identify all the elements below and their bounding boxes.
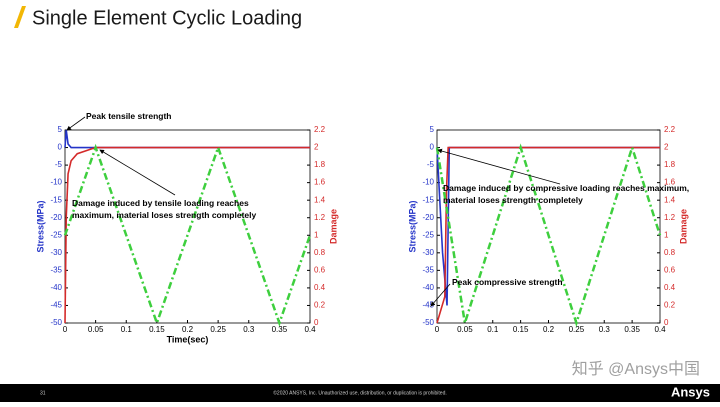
y-tick-label: -45 <box>50 301 62 310</box>
y2-tick-label: 2 <box>314 143 319 152</box>
y2-axis-label: Damage <box>328 209 338 244</box>
y-tick-label: -20 <box>422 213 434 222</box>
annotation: Peak tensile strength <box>86 111 172 121</box>
y-tick-label: 5 <box>58 125 63 134</box>
y2-tick-label: 1.8 <box>314 160 326 169</box>
y2-axis-label: Damage <box>678 209 688 244</box>
y2-tick-label: 0 <box>314 318 319 327</box>
y-tick-label: -25 <box>50 230 62 239</box>
y2-tick-label: 1 <box>314 230 319 239</box>
y-tick-label: -50 <box>50 318 62 327</box>
y-tick-label: -5 <box>427 160 435 169</box>
y-tick-label: -5 <box>55 160 63 169</box>
y2-tick-label: 1.4 <box>314 195 326 204</box>
x-tick-label: 0.05 <box>88 325 104 334</box>
x-tick-label: 0 <box>435 325 440 334</box>
y2-tick-label: 1 <box>664 230 669 239</box>
x-tick-label: 0.25 <box>569 325 585 334</box>
x-tick-label: 0.2 <box>543 325 555 334</box>
y2-tick-label: 1.6 <box>314 178 326 187</box>
x-tick-label: 0.35 <box>272 325 288 334</box>
annotation: Peak compressive strength <box>452 277 563 287</box>
x-tick-label: 0.05 <box>457 325 473 334</box>
x-tick-label: 0.2 <box>182 325 194 334</box>
y2-tick-label: 0.6 <box>314 265 326 274</box>
y2-tick-label: 0.8 <box>314 248 326 257</box>
x-tick-label: 0 <box>63 325 68 334</box>
footer-bar <box>0 384 720 402</box>
x-tick-label: 0.1 <box>121 325 133 334</box>
x-tick-label: 0.35 <box>624 325 640 334</box>
y-tick-label: -25 <box>422 230 434 239</box>
y-tick-label: -40 <box>50 283 62 292</box>
x-axis-label: Time(sec) <box>167 334 209 344</box>
y2-tick-label: 1.2 <box>314 213 326 222</box>
y-axis-label: Stress(MPa) <box>35 200 45 252</box>
y-tick-label: -50 <box>422 318 434 327</box>
y-tick-label: -20 <box>50 213 62 222</box>
y2-tick-label: 0.2 <box>314 301 326 310</box>
y-axis-label: Stress(MPa) <box>407 200 417 252</box>
y-tick-label: -35 <box>50 265 62 274</box>
annotation-arrow <box>437 148 561 185</box>
y2-tick-label: 0 <box>664 318 669 327</box>
x-tick-label: 0.3 <box>599 325 611 334</box>
y2-tick-label: 0.2 <box>664 301 676 310</box>
logo: Ansys <box>671 384 710 399</box>
y2-tick-label: 2.2 <box>314 125 326 134</box>
y-tick-label: -30 <box>50 248 62 257</box>
x-tick-label: 0.4 <box>654 325 666 334</box>
y-tick-label: -40 <box>422 283 434 292</box>
y2-tick-label: 1.8 <box>664 160 676 169</box>
annotation-box: Damage induced by compressive loading re… <box>443 183 690 205</box>
series-line <box>435 143 662 328</box>
y2-tick-label: 0.4 <box>314 283 326 292</box>
y2-tick-label: 2.2 <box>664 125 676 134</box>
y2-tick-label: 2 <box>664 143 669 152</box>
y2-tick-label: 1.6 <box>664 178 676 187</box>
x-tick-label: 0.25 <box>210 325 226 334</box>
slide-title: Single Element Cyclic Loading <box>32 7 302 29</box>
series-line <box>436 146 660 324</box>
y-tick-label: 0 <box>58 143 63 152</box>
annotation: Damage induced by tensile loading reache… <box>72 198 257 220</box>
y-tick-label: 0 <box>430 143 435 152</box>
annotation-box: Damage induced by tensile loading reache… <box>72 198 257 220</box>
series-line <box>63 143 312 327</box>
y2-tick-label: 0.6 <box>664 265 676 274</box>
y2-tick-label: 0.8 <box>664 248 676 257</box>
y2-tick-label: 0.4 <box>664 283 676 292</box>
x-tick-label: 0.3 <box>243 325 255 334</box>
watermark: 知乎 @Ansys中国 <box>572 360 700 378</box>
page-number: 31 <box>40 390 46 396</box>
y-tick-label: 5 <box>430 125 435 134</box>
y-tick-label: -10 <box>422 178 434 187</box>
y-tick-label: -15 <box>50 195 62 204</box>
y-tick-label: -45 <box>422 301 434 310</box>
x-tick-label: 0.15 <box>149 325 165 334</box>
x-tick-label: 0.1 <box>487 325 499 334</box>
y-tick-label: -15 <box>422 195 434 204</box>
y-tick-label: -10 <box>50 178 62 187</box>
y-tick-label: -35 <box>422 265 434 274</box>
annotation-box: Peak compressive strength <box>452 277 563 287</box>
y2-tick-label: 1.2 <box>664 213 676 222</box>
annotation-arrow <box>430 283 451 307</box>
x-tick-label: 0.4 <box>304 325 316 334</box>
annotation-arrow <box>66 116 86 131</box>
copyright: ©2020 ANSYS, Inc. Unauthorized use, dist… <box>273 389 447 396</box>
y2-tick-label: 1.4 <box>664 195 676 204</box>
y-tick-label: -30 <box>422 248 434 257</box>
x-tick-label: 0.15 <box>513 325 529 334</box>
title-slash <box>14 6 26 28</box>
annotation-box: Peak tensile strength <box>86 111 172 121</box>
annotation-arrow <box>99 149 176 196</box>
annotation: Damage induced by compressive loading re… <box>443 183 690 205</box>
